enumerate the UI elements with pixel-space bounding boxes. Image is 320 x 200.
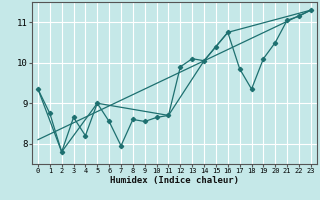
X-axis label: Humidex (Indice chaleur): Humidex (Indice chaleur) <box>110 176 239 185</box>
